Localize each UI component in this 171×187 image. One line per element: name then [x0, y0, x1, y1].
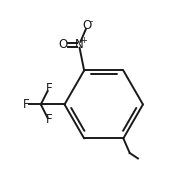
Text: F: F [46, 82, 52, 95]
Text: O: O [58, 39, 68, 51]
Text: O: O [82, 19, 91, 32]
Text: -: - [89, 17, 93, 26]
Text: +: + [80, 36, 87, 45]
Text: F: F [23, 98, 30, 111]
Text: N: N [75, 39, 84, 51]
Text: F: F [46, 114, 52, 126]
